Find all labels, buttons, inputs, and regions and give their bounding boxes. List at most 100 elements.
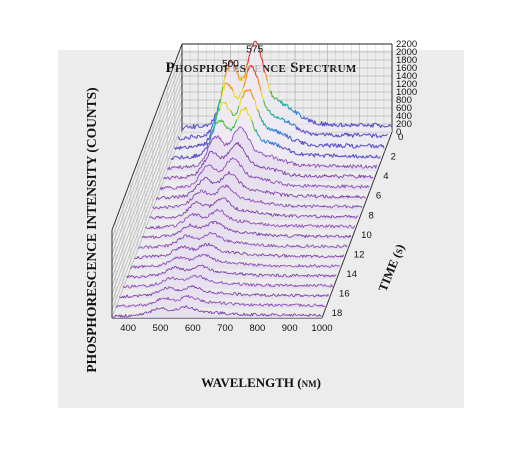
spectrum-line [166, 176, 168, 179]
spectrum-line [256, 314, 258, 316]
spectrum-line [216, 155, 219, 157]
spectrum-line [251, 161, 253, 163]
spectrum-line [227, 302, 230, 304]
spectrum-line [240, 126, 243, 129]
spectrum-line [139, 275, 142, 278]
spectrum-line [137, 276, 139, 278]
spectrum-line [230, 110, 233, 113]
spectrum-line [184, 305, 187, 309]
spectrum-line [237, 178, 240, 183]
spectrum-line [224, 74, 227, 78]
spectrum-line [270, 90, 273, 97]
spectrum-line [222, 120, 225, 126]
spectrum-line [231, 112, 234, 116]
spectrum-line [255, 243, 258, 246]
spectrum-line [211, 204, 214, 206]
spectrum-line [351, 196, 354, 198]
spectrum-line [182, 235, 185, 238]
spectrum-line [222, 101, 225, 104]
spectrum-line [352, 134, 355, 138]
z-tick-label: 0 [398, 132, 403, 143]
spectrum-line [180, 146, 183, 149]
spectrum-line [307, 224, 310, 227]
spectrum-line [246, 187, 248, 189]
spectrum-line [323, 153, 326, 158]
spectrum-line [252, 253, 255, 256]
spectrum-line [252, 97, 255, 100]
spectrum-line [337, 197, 339, 199]
spectrum-line [281, 215, 283, 217]
spectrum-line [170, 216, 173, 219]
spectrum-line [242, 148, 245, 152]
spectrum-line [221, 261, 223, 264]
spectrum-line [229, 60, 231, 63]
spectrum-line [219, 236, 222, 239]
spectrum-line [296, 195, 299, 198]
spectrum-line [318, 184, 321, 187]
spectrum-line [274, 180, 277, 183]
spectrum-line [294, 314, 297, 316]
spectrum-line [255, 264, 257, 267]
spectrum-line [138, 303, 141, 307]
spectrum-line [242, 208, 245, 212]
spectrum-line [208, 164, 211, 166]
spectrum-line [182, 296, 184, 299]
spectrum-line [164, 216, 166, 219]
spectrum-line [251, 273, 254, 275]
spectrum-line [351, 143, 354, 149]
spectrum-line [155, 300, 157, 303]
spectrum-line [159, 197, 162, 199]
spectrum-line [260, 263, 263, 266]
spectrum-line [252, 66, 255, 71]
spectrum-line [340, 235, 343, 238]
spectrum-line [306, 314, 309, 317]
spectrum-line [258, 273, 260, 277]
spectrum-line [359, 135, 361, 137]
spectrum-line [369, 134, 372, 137]
left-grid-hline [111, 75, 183, 263]
spectrum-line [228, 272, 230, 275]
spectrum-line [346, 175, 348, 177]
spectrum-line [312, 295, 315, 298]
spectrum-line [327, 246, 329, 248]
spectrum-line [284, 264, 286, 267]
spectrum-line [141, 236, 143, 239]
spectrum-line [305, 174, 308, 178]
spectrum-line [263, 264, 266, 267]
spectrum-line [216, 120, 219, 124]
spectrum-line [309, 295, 311, 297]
spectrum-line [181, 245, 183, 249]
spectrum-line [254, 222, 257, 225]
spectrum-line [257, 222, 259, 225]
spectrum-line [293, 195, 296, 198]
spectrum-line [166, 206, 169, 209]
z-tick-label: 4 [383, 171, 388, 182]
spectrum-line [303, 284, 306, 287]
spectrum-line [308, 224, 311, 226]
z-tick-label: 12 [354, 249, 365, 260]
spectrum-line [325, 265, 328, 268]
spectrum-line [316, 216, 318, 219]
spectrum-fill [148, 197, 359, 221]
spectrum-line [258, 212, 260, 215]
spectrum-line [260, 151, 262, 153]
spectrum-line [322, 194, 325, 198]
spectrum-line [228, 171, 231, 175]
spectrum-line [209, 290, 211, 293]
spectrum-line [319, 175, 322, 178]
spectrum-line [189, 247, 192, 251]
spectrum-line [227, 250, 230, 254]
spectrum-line [332, 235, 334, 237]
spectrum-line [319, 143, 322, 146]
spectrum-line [169, 268, 171, 270]
spectrum-line [355, 154, 358, 159]
spectrum-line [222, 175, 225, 179]
spectrum-line [187, 192, 190, 194]
spectrum-line [197, 310, 200, 312]
spectrum-line [277, 192, 279, 194]
spectrum-line [307, 194, 310, 197]
spectrum-line [128, 287, 131, 289]
spectrum-line [239, 100, 242, 106]
spectrum-line [192, 174, 194, 176]
spectrum-line [307, 255, 309, 257]
